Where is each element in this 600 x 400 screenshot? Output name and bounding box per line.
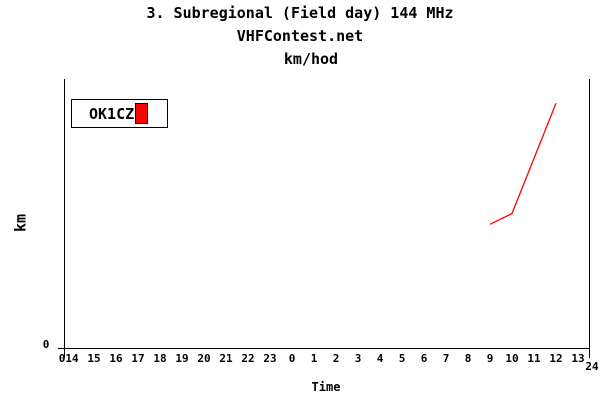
chart-title: 3. Subregional (Field day) 144 MHz — [146, 4, 454, 22]
legend-color-swatch — [135, 103, 148, 124]
legend-box: OK1CZ — [71, 99, 168, 128]
x-tick-label: 5 — [398, 352, 406, 365]
x-tick-label: 23 — [263, 352, 277, 365]
x-tick-label: 16 — [109, 352, 123, 365]
x-tick-label: 9 — [486, 352, 494, 365]
plot-right-border — [589, 79, 590, 358]
x-tick-label: 10 — [505, 352, 519, 365]
x-tick-label: 21 — [219, 352, 233, 365]
x-axis-origin-label: 0 — [58, 352, 66, 365]
x-tick-label: 7 — [442, 352, 450, 365]
x-tick-label: 11 — [527, 352, 541, 365]
chart-unit-label: km/hod — [283, 50, 339, 68]
x-tick-label: 22 — [241, 352, 255, 365]
x-tick-label: 19 — [175, 352, 189, 365]
x-tick-label: 2 — [332, 352, 340, 365]
x-tick-label: 1 — [310, 352, 318, 365]
x-axis-line — [58, 348, 589, 349]
x-tick-label: 6 — [420, 352, 428, 365]
x-tick-label: 17 — [131, 352, 145, 365]
x-tick-label: 0 — [288, 352, 296, 365]
y-axis-zero-label: 0 — [42, 338, 50, 351]
x-axis-end-label: 24 — [585, 360, 599, 373]
x-tick-label: 14 — [65, 352, 79, 365]
x-tick-label: 20 — [197, 352, 211, 365]
y-axis-line — [64, 79, 65, 358]
x-tick-label: 13 — [571, 352, 585, 365]
x-tick-label: 18 — [153, 352, 167, 365]
x-axis-title: Time — [311, 380, 341, 394]
chart-subtitle: VHFContest.net — [236, 27, 364, 45]
x-tick-label: 3 — [354, 352, 362, 365]
x-tick-label: 12 — [549, 352, 563, 365]
legend-entry-label: OK1CZ — [89, 105, 135, 123]
x-tick-label: 8 — [464, 352, 472, 365]
x-tick-label: 15 — [87, 352, 101, 365]
x-tick-label: 4 — [376, 352, 384, 365]
series-line-ok1cz — [489, 102, 557, 225]
